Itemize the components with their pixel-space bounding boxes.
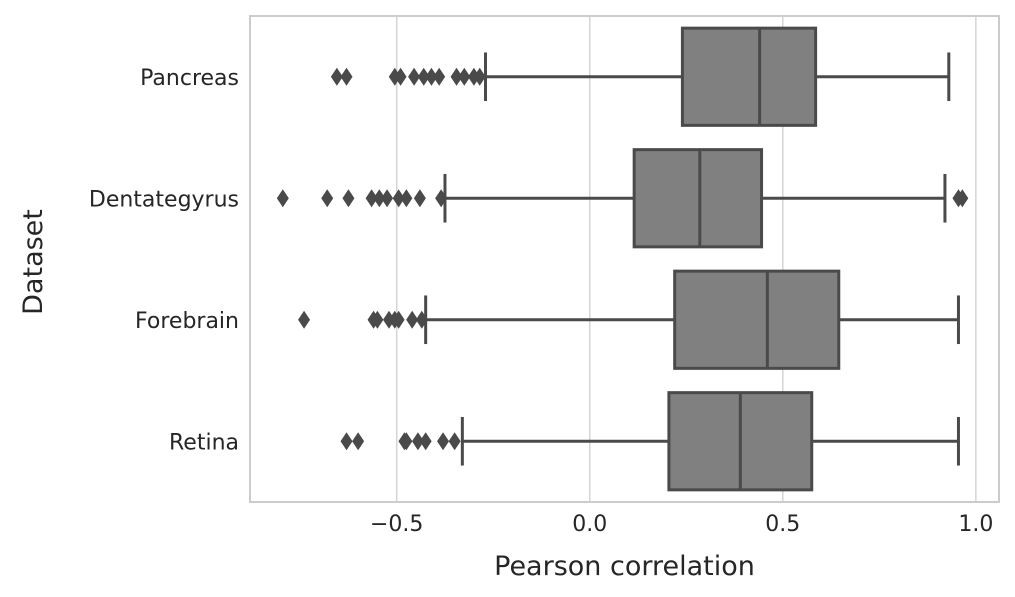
outlier-point: [400, 432, 413, 451]
outlier-point: [415, 310, 428, 329]
outlier-point: [425, 67, 438, 86]
outlier-point: [392, 189, 405, 208]
outlier-point: [406, 310, 419, 329]
outlier-point: [392, 310, 405, 329]
outlier-point: [458, 67, 471, 86]
outlier-point: [321, 189, 334, 208]
outlier-point: [330, 67, 343, 86]
outlier-point: [394, 67, 407, 86]
outlier-point: [417, 67, 430, 86]
outlier-point: [365, 189, 378, 208]
outlier-point: [956, 189, 969, 208]
outlier-point: [437, 432, 450, 451]
box: [632, 148, 764, 249]
outlier-point: [352, 432, 365, 451]
y-axis-label: Dataset: [18, 209, 49, 315]
outlier-point: [411, 432, 424, 451]
outlier-point: [298, 310, 311, 329]
outlier-point: [433, 67, 446, 86]
outlier-point: [342, 189, 355, 208]
outlier-point: [448, 432, 461, 451]
y-tick-label: Dentategyrus: [89, 187, 239, 212]
box: [680, 26, 818, 127]
outlier-point: [381, 189, 394, 208]
plot-frame: [249, 15, 1000, 503]
outlier-point: [419, 432, 432, 451]
outlier-point: [340, 67, 353, 86]
outlier-point: [276, 189, 289, 208]
box: [673, 269, 841, 370]
x-tick-label: −0.5: [370, 512, 423, 537]
x-axis-label: Pearson correlation: [494, 551, 755, 582]
y-tick-label: Pancreas: [140, 66, 239, 91]
outlier-point: [408, 67, 421, 86]
tick-labels: −0.5 0.0 0.5 1.0 Pancreas Dentategyrus Forebra…: [89, 66, 993, 537]
outlier-point: [371, 310, 384, 329]
outlier-point: [340, 432, 353, 451]
outlier-point: [473, 67, 486, 86]
outlier-point: [450, 67, 463, 86]
x-tick-label: 1.0: [958, 512, 993, 537]
y-tick-label: Forebrain: [135, 309, 239, 334]
y-tick-label: Retina: [169, 430, 239, 455]
boxes: [276, 26, 969, 492]
x-tick-label: 0.5: [765, 512, 800, 537]
outlier-point: [400, 189, 413, 208]
outlier-point: [435, 189, 448, 208]
x-tick-label: 0.0: [572, 512, 607, 537]
outlier-point: [373, 189, 386, 208]
outlier-point: [413, 189, 426, 208]
